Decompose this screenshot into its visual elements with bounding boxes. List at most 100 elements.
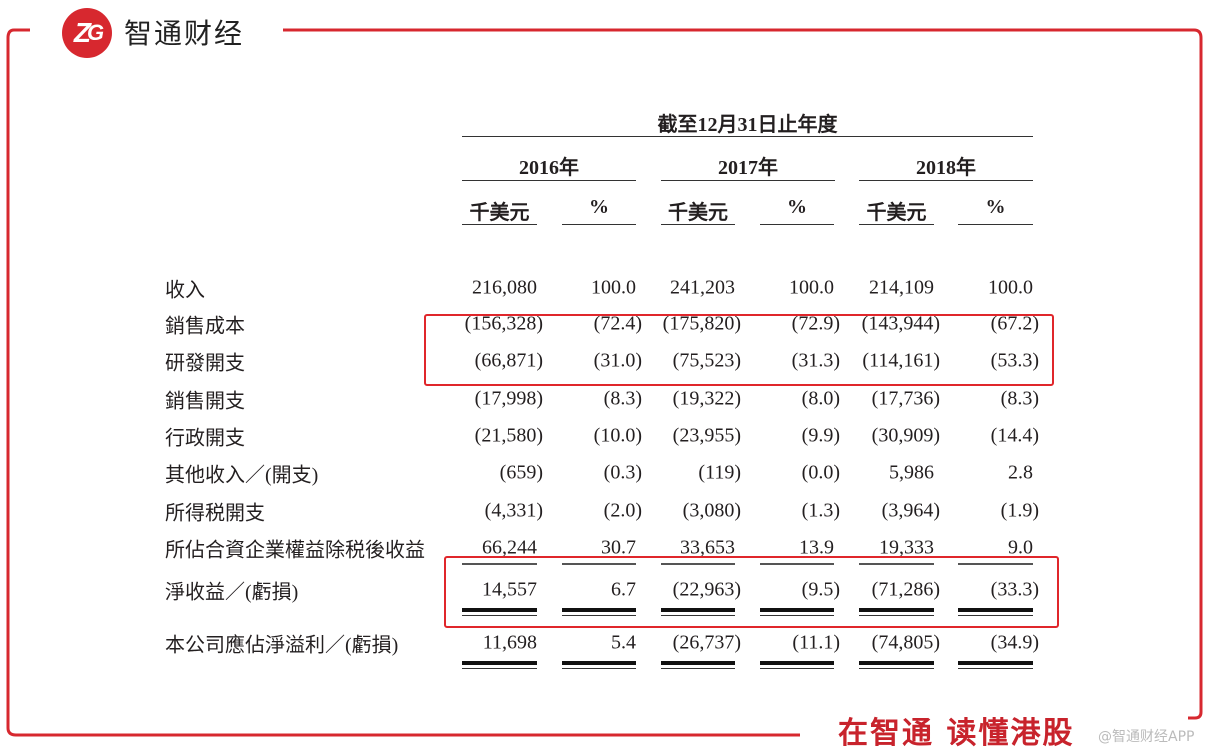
subtotal-rule bbox=[859, 563, 934, 565]
currency-header: 千美元 bbox=[668, 202, 728, 224]
subtotal-rule bbox=[958, 563, 1033, 565]
row-label: 收入 bbox=[165, 279, 205, 302]
year-header: 2017年 bbox=[718, 157, 778, 179]
row-label: 所得税開支 bbox=[165, 502, 265, 525]
total-rule bbox=[958, 615, 1033, 616]
table-cell: (74,805) bbox=[871, 631, 940, 654]
row-label: 研發開支 bbox=[165, 352, 245, 375]
table-cell: 30.7 bbox=[601, 536, 636, 559]
divider bbox=[661, 180, 835, 181]
row-label: 其他收入／(開支) bbox=[165, 464, 319, 487]
total-rule bbox=[562, 668, 636, 669]
total-rule bbox=[661, 615, 735, 616]
table-cell: 14,557 bbox=[482, 578, 537, 601]
divider bbox=[958, 224, 1033, 225]
table-cell: (26,737) bbox=[672, 631, 741, 654]
brand-slogan: 在智通 读懂港股 bbox=[838, 716, 1075, 751]
year-header: 2016年 bbox=[519, 157, 579, 179]
table-cell: 13.9 bbox=[799, 536, 834, 559]
divider bbox=[462, 180, 636, 181]
table-cell: (23,955) bbox=[672, 424, 741, 447]
table-cell: (659) bbox=[499, 461, 543, 484]
table-cell: (66,871) bbox=[474, 349, 543, 372]
total-rule bbox=[760, 608, 834, 612]
table-cell: (9.5) bbox=[801, 578, 840, 601]
table-cell: 214,109 bbox=[869, 276, 934, 299]
table-cell: (22,963) bbox=[672, 578, 741, 601]
table-cell: (9.9) bbox=[801, 424, 840, 447]
divider bbox=[661, 224, 735, 225]
table-cell: (10.0) bbox=[593, 424, 642, 447]
highlight-box-costs bbox=[424, 314, 1054, 386]
table-cell: (19,322) bbox=[672, 387, 741, 410]
percent-header: % bbox=[985, 196, 1006, 218]
table-cell: 9.0 bbox=[1008, 536, 1033, 559]
table-cell: 66,244 bbox=[482, 536, 537, 559]
table-cell: 33,653 bbox=[680, 536, 735, 559]
table-cell: (30,909) bbox=[871, 424, 940, 447]
table-cell: (2.0) bbox=[603, 499, 642, 522]
table-cell: (75,523) bbox=[672, 349, 741, 372]
table-cell: (0.0) bbox=[801, 461, 840, 484]
table-cell: (156,328) bbox=[464, 312, 543, 335]
total-rule bbox=[562, 661, 636, 665]
total-rule bbox=[562, 608, 636, 612]
divider bbox=[462, 224, 537, 225]
table-cell: (8.3) bbox=[603, 387, 642, 410]
table-cell: 6.7 bbox=[611, 578, 636, 601]
table-cell: (1.9) bbox=[1000, 499, 1039, 522]
table-cell: (143,944) bbox=[861, 312, 940, 335]
table-cell: (21,580) bbox=[474, 424, 543, 447]
table-cell: 5.4 bbox=[611, 631, 636, 654]
total-rule bbox=[958, 608, 1033, 612]
brand-name: 智通财经 bbox=[124, 17, 245, 50]
table-cell: (3,964) bbox=[881, 499, 940, 522]
subtotal-rule bbox=[760, 563, 834, 565]
total-rule bbox=[661, 668, 735, 669]
table-cell: (67.2) bbox=[990, 312, 1039, 335]
highlight-box-net-income bbox=[444, 556, 1059, 628]
currency-header: 千美元 bbox=[866, 202, 927, 224]
total-rule bbox=[859, 608, 934, 612]
total-rule bbox=[859, 668, 934, 669]
year-header: 2018年 bbox=[916, 157, 976, 179]
subtotal-rule bbox=[661, 563, 735, 565]
table-cell: 100.0 bbox=[988, 276, 1033, 299]
table-cell: 216,080 bbox=[472, 276, 537, 299]
table-cell: (8.3) bbox=[1000, 387, 1039, 410]
table-cell: (14.4) bbox=[990, 424, 1039, 447]
total-rule bbox=[562, 615, 636, 616]
table-cell: (33.3) bbox=[990, 578, 1039, 601]
table-cell: (31.3) bbox=[791, 349, 840, 372]
divider bbox=[462, 136, 1033, 137]
row-label: 銷售成本 bbox=[165, 315, 245, 338]
table-cell: 19,333 bbox=[879, 536, 934, 559]
percent-header: % bbox=[589, 196, 609, 218]
total-rule bbox=[760, 668, 834, 669]
table-cell: (114,161) bbox=[862, 349, 940, 372]
period-header: 截至12月31日止年度 bbox=[657, 114, 838, 136]
table-cell: (11.1) bbox=[792, 631, 840, 654]
subtotal-rule bbox=[562, 563, 636, 565]
table-cell: (17,736) bbox=[871, 387, 940, 410]
total-rule bbox=[859, 661, 934, 665]
row-label: 淨收益／(虧損) bbox=[165, 581, 299, 604]
table-cell: 100.0 bbox=[591, 276, 636, 299]
total-rule bbox=[760, 661, 834, 665]
table-cell: (72.4) bbox=[593, 312, 642, 335]
total-rule bbox=[760, 615, 834, 616]
watermark: @智通财经APP bbox=[1098, 729, 1195, 745]
divider bbox=[562, 224, 636, 225]
table-cell: (0.3) bbox=[603, 461, 642, 484]
row-label: 本公司應佔淨溢利／(虧損) bbox=[165, 634, 399, 657]
table-cell: (3,080) bbox=[682, 499, 741, 522]
table-cell: (31.0) bbox=[593, 349, 642, 372]
percent-header: % bbox=[787, 196, 807, 218]
total-rule bbox=[462, 661, 537, 665]
table-cell: (4,331) bbox=[484, 499, 543, 522]
table-cell: (1.3) bbox=[801, 499, 840, 522]
table-cell: (34.9) bbox=[990, 631, 1039, 654]
table-cell: (175,820) bbox=[662, 312, 741, 335]
row-label: 銷售開支 bbox=[165, 390, 245, 413]
